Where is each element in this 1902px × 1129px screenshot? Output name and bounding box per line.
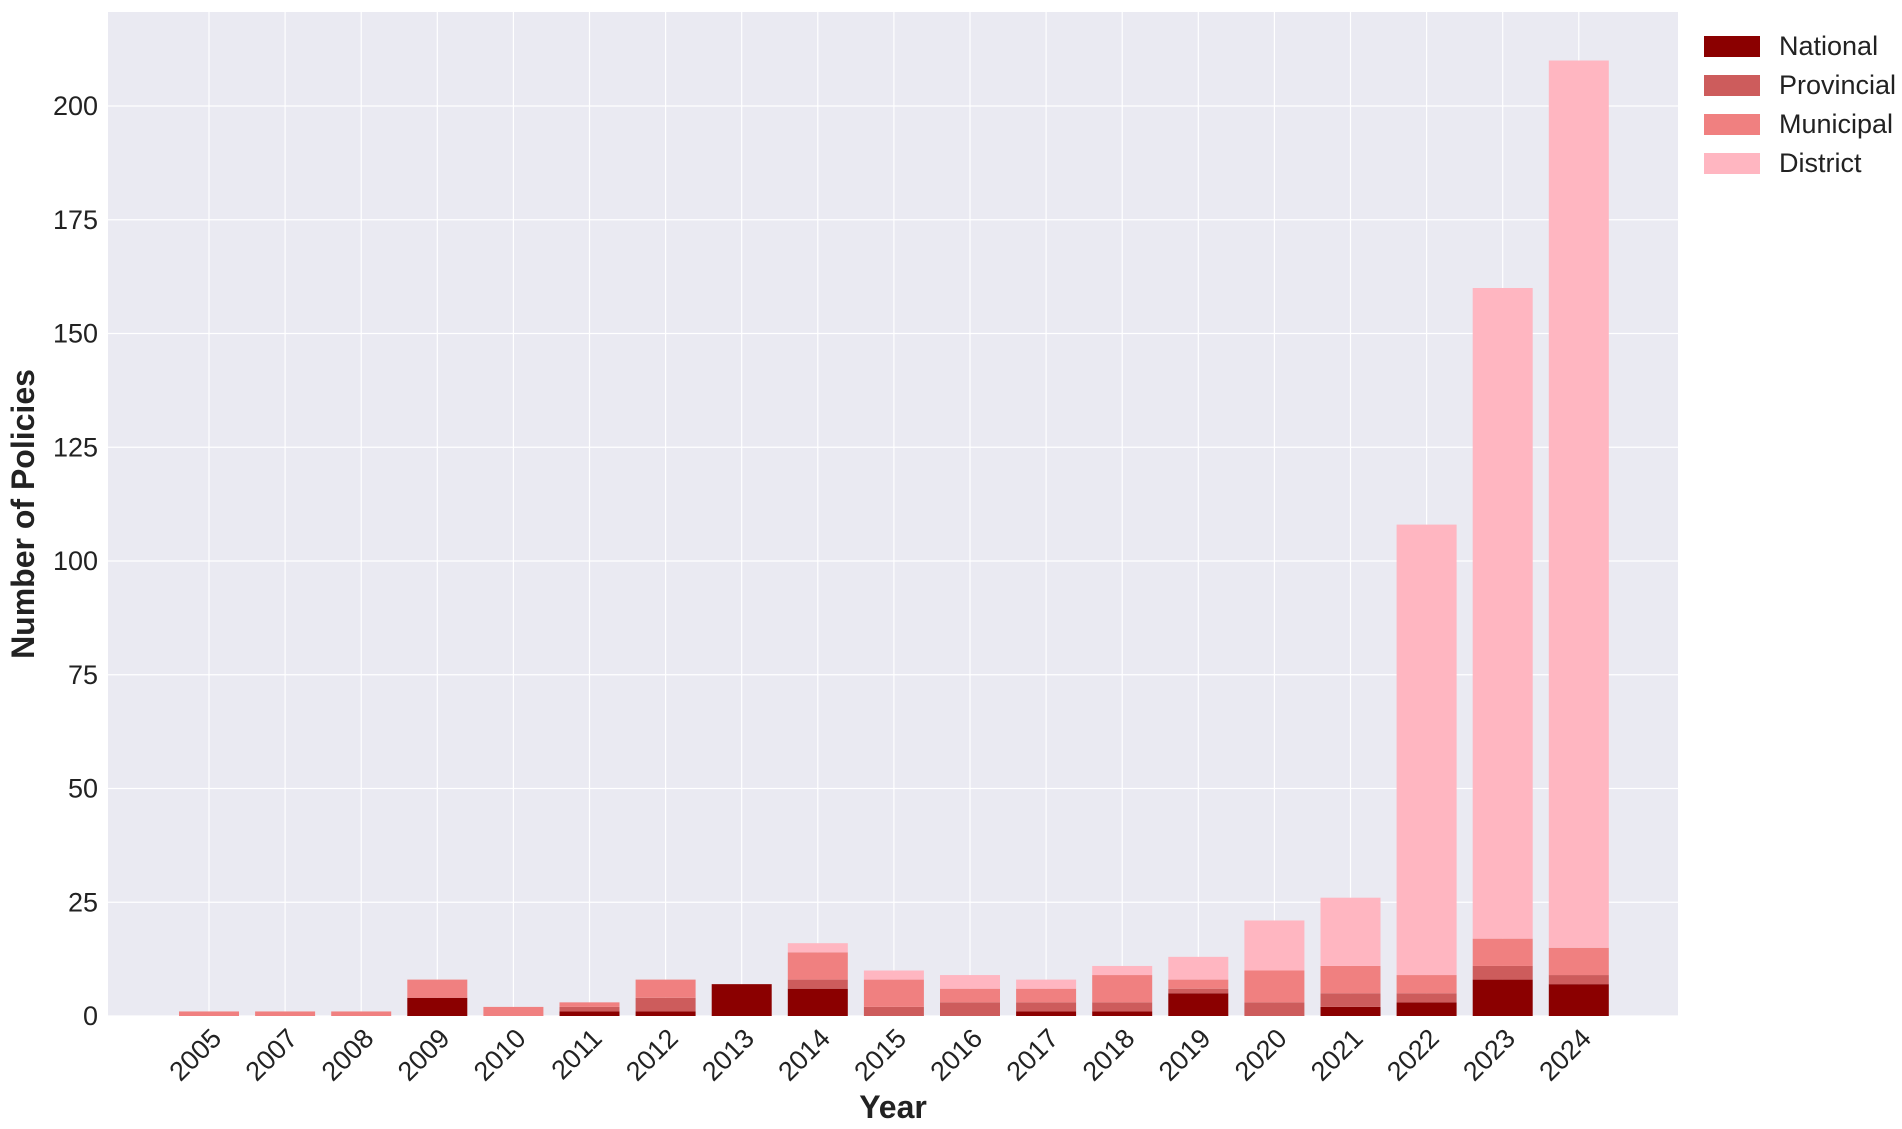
bar-national-2013 — [711, 984, 772, 1016]
legend-label-municipal: Municipal — [1779, 109, 1893, 139]
x-tick-label: 2014 — [772, 1023, 836, 1087]
bar-municipal-2014 — [787, 952, 848, 980]
legend-label-provincial: Provincial — [1779, 70, 1896, 100]
bar-national-2009 — [407, 997, 468, 1016]
x-tick-label: 2023 — [1457, 1023, 1521, 1087]
x-tick-labels: 2005 2007 2008 2009 2010 2011 2012 2013 2014 2015… — [164, 1023, 1597, 1087]
x-tick-label: 2022 — [1381, 1023, 1445, 1087]
x-tick-label: 2016 — [925, 1023, 989, 1087]
bar-provincial-2016 — [940, 1002, 1000, 1016]
y-tick-label: 50 — [68, 774, 98, 804]
bar-national-2017 — [1016, 1011, 1077, 1016]
legend-swatch-provincial — [1704, 75, 1760, 96]
bar-national-2019 — [1168, 993, 1229, 1016]
legend-swatch-municipal — [1704, 114, 1760, 135]
bar-provincial-2012 — [635, 997, 696, 1012]
bar-national-2021 — [1320, 1006, 1381, 1016]
y-tick-label: 25 — [68, 887, 98, 917]
y-tick-label: 0 — [83, 1001, 98, 1031]
bar-municipal-2022 — [1396, 975, 1457, 994]
bar-provincial-2024 — [1548, 975, 1609, 985]
bar-municipal-2020 — [1244, 970, 1305, 1003]
bar-municipal-2018 — [1092, 975, 1153, 1003]
x-tick-label: 2011 — [545, 1023, 607, 1085]
bar-district-2015 — [863, 970, 924, 980]
x-tick-label: 2007 — [240, 1023, 304, 1087]
bars-group — [179, 60, 1609, 1016]
legend: National Provincial Municipal District — [1704, 31, 1896, 178]
bar-district-2024 — [1548, 60, 1609, 948]
bar-municipal-2016 — [940, 988, 1000, 1003]
bar-provincial-2015 — [863, 1006, 924, 1016]
bar-municipal-2019 — [1168, 979, 1229, 989]
legend-swatch-district — [1704, 153, 1760, 174]
x-tick-label: 2024 — [1533, 1023, 1597, 1087]
x-tick-label: 2010 — [468, 1023, 532, 1087]
bar-provincial-2019 — [1168, 988, 1229, 994]
bar-district-2018 — [1092, 965, 1153, 976]
bar-municipal-2011 — [559, 1002, 620, 1007]
bar-municipal-2021 — [1320, 965, 1381, 994]
bar-district-2016 — [940, 975, 1000, 989]
x-tick-label: 2018 — [1077, 1023, 1141, 1087]
bar-national-2018 — [1092, 1011, 1153, 1016]
bar-district-2014 — [787, 943, 848, 953]
bar-provincial-2014 — [787, 979, 848, 989]
bar-national-2011 — [559, 1011, 620, 1016]
bar-provincial-2022 — [1396, 993, 1457, 1003]
bar-provincial-2017 — [1016, 1002, 1077, 1012]
bar-municipal-2012 — [635, 979, 696, 998]
bar-district-2022 — [1396, 524, 1457, 976]
bar-municipal-2017 — [1016, 988, 1077, 1003]
bar-district-2020 — [1244, 920, 1305, 971]
bar-district-2017 — [1016, 979, 1077, 989]
y-tick-label: 175 — [53, 205, 98, 235]
x-tick-label: 2015 — [848, 1023, 912, 1087]
legend-label-national: National — [1779, 31, 1878, 61]
y-tick-label: 200 — [53, 91, 98, 121]
x-tick-label: 2020 — [1229, 1023, 1293, 1087]
bar-municipal-2005 — [179, 1011, 239, 1016]
bar-district-2021 — [1320, 897, 1381, 966]
x-tick-label: 2005 — [164, 1023, 228, 1087]
y-tick-label: 100 — [53, 546, 98, 576]
y-axis-title: Number of Policies — [5, 369, 41, 659]
y-tick-label: 125 — [53, 432, 98, 462]
x-tick-label: 2013 — [696, 1023, 760, 1087]
x-tick-label: 2019 — [1153, 1023, 1217, 1087]
bar-provincial-2011 — [559, 1006, 620, 1012]
x-tick-label: 2008 — [316, 1023, 380, 1087]
bar-municipal-2007 — [255, 1011, 316, 1016]
x-tick-label: 2017 — [1001, 1023, 1065, 1087]
y-tick-label: 150 — [53, 319, 98, 349]
bar-municipal-2023 — [1472, 938, 1533, 966]
legend-swatch-national — [1704, 36, 1760, 57]
gridlines — [108, 12, 1678, 1017]
bar-national-2023 — [1472, 979, 1533, 1016]
y-tick-label: 75 — [68, 660, 98, 690]
bar-district-2023 — [1472, 288, 1533, 939]
x-tick-label: 2009 — [392, 1023, 456, 1087]
bar-municipal-2015 — [863, 979, 924, 1007]
x-tick-label: 2012 — [620, 1023, 684, 1087]
bar-provincial-2020 — [1244, 1002, 1305, 1016]
bar-provincial-2021 — [1320, 993, 1381, 1007]
y-tick-labels: 0 25 50 75 100 125 150 175 200 — [53, 91, 98, 1031]
bar-provincial-2023 — [1472, 965, 1533, 980]
bar-municipal-2024 — [1548, 947, 1609, 976]
bar-municipal-2009 — [407, 979, 468, 998]
legend-label-district: District — [1779, 148, 1862, 178]
bar-national-2012 — [635, 1011, 696, 1016]
x-axis-title: Year — [859, 1089, 927, 1125]
x-tick-label: 2021 — [1305, 1023, 1369, 1087]
bar-municipal-2008 — [331, 1011, 392, 1016]
bar-national-2022 — [1396, 1002, 1457, 1016]
bar-municipal-2010 — [483, 1006, 544, 1016]
bar-national-2014 — [787, 988, 848, 1016]
bar-provincial-2018 — [1092, 1002, 1153, 1012]
bar-district-2019 — [1168, 956, 1229, 980]
bar-national-2024 — [1548, 984, 1609, 1016]
